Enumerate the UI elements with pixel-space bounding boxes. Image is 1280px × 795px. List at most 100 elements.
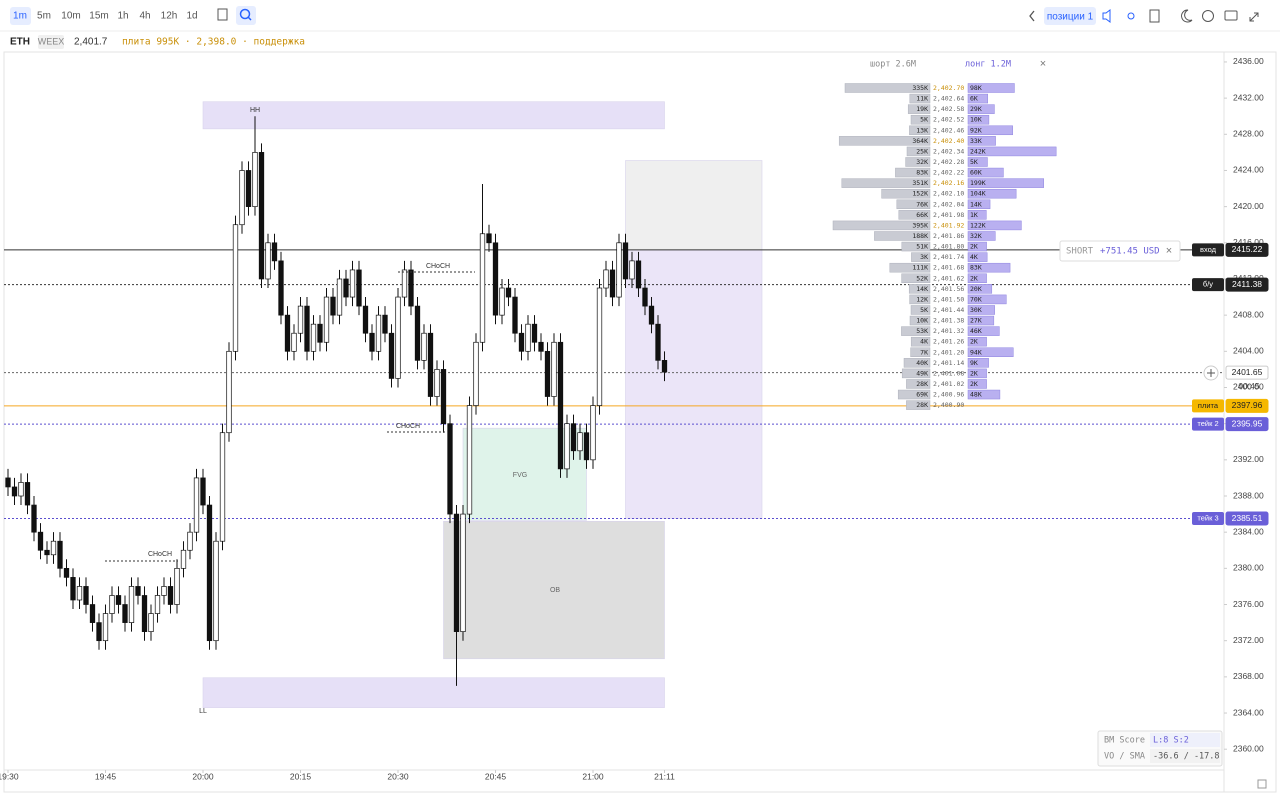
candle-body [76, 586, 83, 601]
ask-size: 30K [970, 306, 982, 314]
tooltip-close[interactable]: × [1166, 245, 1172, 257]
zoom-icon[interactable] [239, 8, 251, 20]
candle-body [440, 369, 447, 425]
broadcast-icon[interactable] [1127, 12, 1135, 20]
candle-body [317, 323, 323, 343]
candle-body [115, 595, 122, 605]
annotation: CHoCH [148, 551, 172, 558]
bid-bar [901, 326, 931, 336]
sound-icon[interactable] [1102, 9, 1111, 23]
zone [202, 101, 665, 130]
ask-bar [967, 241, 987, 252]
level-name: б/у [1203, 280, 1213, 289]
bid-size: 52K [916, 274, 928, 282]
add-button[interactable] [1203, 365, 1219, 381]
y-tick-label: 2408.00 [1233, 309, 1264, 319]
collapse-icon[interactable] [1029, 10, 1035, 22]
bid-size: 32K [916, 158, 928, 166]
theme-icon[interactable] [1181, 9, 1193, 23]
palette-icon[interactable] [1202, 10, 1214, 22]
ask-bar [967, 273, 987, 284]
y-tick-label: 2392.00 [1233, 454, 1264, 464]
candle-body [180, 549, 187, 569]
candle-body [330, 296, 336, 316]
book-price: 2,401.26 [933, 338, 964, 346]
bid-size: 53K [916, 327, 928, 335]
book-price: 2,402.46 [933, 126, 964, 134]
zone [202, 677, 665, 708]
candle-body [44, 549, 50, 556]
ask-bar [967, 262, 1011, 273]
ask-bar [967, 294, 1007, 305]
active-timeframe-bg [10, 7, 31, 25]
level-value-box [1225, 365, 1269, 380]
candle-body [655, 323, 661, 361]
bid-bar [910, 305, 931, 315]
annotations: HH LL CHoCH CHoCH CHoCH FVG OB [105, 107, 560, 715]
timeframe[interactable]: 4h [139, 11, 150, 22]
bid-size: 5K [920, 116, 928, 124]
timeframe[interactable]: 1h [117, 11, 128, 22]
timeframe[interactable]: 15m [89, 11, 108, 22]
candle-body [570, 423, 577, 452]
timeframe[interactable]: 10m [61, 11, 80, 22]
toolbar: позиции 1 1m 5m 10m 15m 1h 4h 12h 1d [10, 6, 1259, 25]
y-tick-label: 2420.00 [1233, 201, 1264, 211]
candle-body [349, 269, 356, 298]
ask-size: 27K [970, 317, 982, 325]
book-close[interactable]: × [1040, 58, 1046, 70]
ask-size: 199K [970, 179, 986, 187]
ask-bar [967, 252, 988, 262]
candle-body [245, 170, 252, 207]
level-value: 2401.65 [1232, 367, 1263, 377]
x-tick-label: 21:00 [582, 771, 604, 781]
positions-button[interactable] [1044, 7, 1096, 25]
ask-size: 104K [970, 190, 986, 198]
book-price: 2,402.58 [933, 105, 964, 113]
ask-size: 98K [970, 84, 982, 92]
candle-body [648, 305, 655, 325]
candle-body [5, 477, 11, 488]
timeframe[interactable]: 5m [37, 11, 51, 22]
ask-bar [967, 146, 1057, 157]
x-tick-label: 20:00 [192, 771, 214, 781]
candle-body [18, 482, 24, 497]
bid-size: 335K [912, 84, 928, 92]
candle-body [622, 242, 629, 280]
zone [625, 249, 763, 519]
candle-body [154, 595, 161, 614]
position-tooltip: SHORT +751.45 USD × [1059, 240, 1181, 262]
y-tick-label: 2404.00 [1233, 346, 1264, 356]
candle-body [447, 423, 453, 515]
camera-icon[interactable] [1224, 10, 1238, 21]
book-price: 2,401.56 [933, 285, 964, 293]
candle-body [414, 305, 421, 361]
annotation: OB [550, 587, 560, 594]
level-name: тейк 3 [1197, 514, 1218, 523]
timeframe[interactable]: 12h [161, 11, 178, 22]
fullscreen-icon[interactable] [1249, 12, 1259, 22]
bid-bar [841, 178, 931, 188]
ask-bar [967, 83, 1015, 93]
candle-body [544, 350, 551, 397]
y-tick-label: 2400.00 [1233, 382, 1264, 392]
notes-icon[interactable] [1149, 9, 1160, 23]
candle-body [83, 586, 89, 605]
candle-body [135, 586, 141, 596]
timeframe[interactable]: 1d [186, 11, 197, 22]
ask-bar [967, 389, 1001, 400]
symbol: ETH [10, 37, 30, 48]
bid-size: 14K [916, 285, 928, 293]
bid-bar [907, 104, 931, 114]
annotation: CHoCH [426, 263, 450, 270]
x-tick-label: 19:30 [0, 771, 19, 781]
ask-bar [967, 336, 987, 347]
timeframe[interactable]: 1m [13, 11, 27, 22]
position-pnl: +751.45 USD [1100, 247, 1160, 257]
settings-icon[interactable] [1257, 779, 1267, 789]
x-tick-label: 19:45 [95, 771, 117, 781]
bid-size: 28K [916, 380, 928, 388]
candle-body [408, 269, 414, 307]
indicator-icon[interactable] [217, 8, 228, 21]
book-price: 2,401.32 [933, 327, 964, 335]
